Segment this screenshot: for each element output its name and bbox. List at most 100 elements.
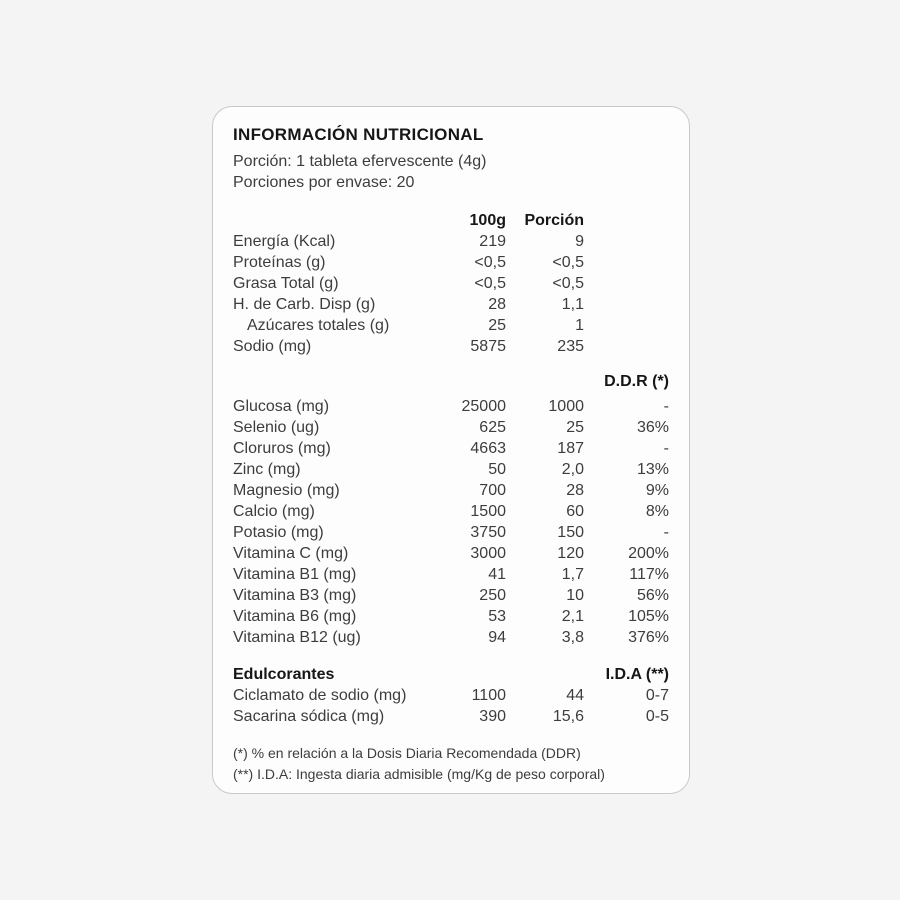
nutrient-row: Azúcares totales (g) 25 1 — [233, 315, 667, 336]
value-portion: 60 — [566, 503, 584, 520]
value-ida: 0-7 — [645, 687, 669, 704]
nutrient-label: Sacarina sódica (mg) — [233, 708, 385, 725]
value-ddr — [584, 315, 669, 336]
value-ddr — [584, 252, 669, 273]
nutrient-label: H. de Carb. Disp (g) — [233, 296, 376, 313]
value-100g: 250 — [479, 587, 506, 604]
column-header-100g: 100g — [469, 212, 506, 229]
nutrient-label: Calcio (mg) — [233, 503, 315, 520]
nutrient-row: Vitamina B3 (mg) 250 10 56% — [233, 585, 669, 606]
nutrient-row: Vitamina B12 (ug) 94 3,8 376% — [233, 627, 669, 648]
value-ddr — [584, 273, 669, 294]
nutrient-label: Vitamina B3 (mg) — [233, 587, 357, 604]
nutrient-row: Zinc (mg) 50 2,0 13% — [233, 459, 669, 480]
nutrient-row: Vitamina B6 (mg) 53 2,1 105% — [233, 606, 669, 627]
nutrient-row: Grasa Total (g) <0,5 <0,5 — [233, 273, 667, 294]
nutrient-label: Energía (Kcal) — [233, 233, 336, 250]
macros-table: Energía (Kcal) 219 9 Proteínas (g) <0,5 <0,5 G… — [233, 231, 667, 357]
value-100g: <0,5 — [474, 254, 506, 271]
nutrition-facts-card: INFORMACIÓN NUTRICIONAL Porción: 1 table… — [212, 106, 690, 794]
nutrient-label: Vitamina B12 (ug) — [233, 629, 361, 646]
page-title: INFORMACIÓN NUTRICIONAL — [233, 125, 484, 144]
value-100g: 3000 — [470, 545, 506, 562]
nutrient-label: Proteínas (g) — [233, 254, 326, 271]
nutrient-row: H. de Carb. Disp (g) 28 1,1 — [233, 294, 667, 315]
value-ddr: - — [663, 524, 669, 541]
nutrient-row: Selenio (ug) 625 25 36% — [233, 417, 669, 438]
column-header-portion: Porción — [524, 212, 584, 229]
value-ddr: 9% — [645, 482, 669, 499]
value-ddr: 56% — [636, 587, 669, 604]
nutrient-label: Vitamina C (mg) — [233, 545, 349, 562]
value-portion: 235 — [557, 338, 584, 355]
value-100g: 1100 — [471, 687, 506, 704]
value-100g: 5875 — [470, 338, 506, 355]
footnotes: (*) % en relación a la Dosis Diaria Reco… — [233, 743, 667, 785]
nutrient-row: Calcio (mg) 1500 60 8% — [233, 501, 669, 522]
value-100g: 53 — [488, 608, 506, 625]
macros-column-headers: 100g Porción — [233, 210, 667, 231]
value-portion: 1,7 — [561, 566, 584, 583]
nutrient-row: Ciclamato de sodio (mg) 1100 44 0-7 — [233, 685, 669, 706]
nutrient-label: Vitamina B1 (mg) — [233, 566, 357, 583]
value-portion: 25 — [566, 419, 584, 436]
value-100g: 41 — [488, 566, 506, 583]
nutrient-label: Azúcares totales (g) — [247, 317, 390, 334]
nutrient-row: Magnesio (mg) 700 28 9% — [233, 480, 669, 501]
value-ddr: 117% — [629, 566, 669, 583]
nutrient-label: Potasio (mg) — [233, 524, 324, 541]
nutrient-row: Glucosa (mg) 25000 1000 - — [233, 396, 669, 417]
value-100g: 700 — [479, 482, 506, 499]
nutrient-row: Vitamina B1 (mg) 41 1,7 117% — [233, 564, 669, 585]
nutrient-label: Glucosa (mg) — [233, 398, 330, 415]
value-portion: 15,6 — [552, 708, 584, 725]
footnote-ddr: (*) % en relación a la Dosis Diaria Reco… — [233, 745, 581, 761]
value-ddr — [584, 231, 669, 252]
nutrient-label: Magnesio (mg) — [233, 482, 340, 499]
micros-table: Glucosa (mg) 25000 1000 - Selenio (ug) 625 25 3… — [233, 396, 669, 648]
value-portion: 1,1 — [561, 296, 584, 313]
nutrient-row: Proteínas (g) <0,5 <0,5 — [233, 252, 667, 273]
value-portion: 28 — [566, 482, 584, 499]
value-ddr: 8% — [645, 503, 669, 520]
footnote-ida: (**) I.D.A: Ingesta diaria admisible (mg… — [233, 766, 605, 782]
nutrient-label: Selenio (ug) — [233, 419, 320, 436]
sweeteners-heading: Edulcorantes — [233, 666, 335, 683]
sweeteners-table: Ciclamato de sodio (mg) 1100 44 0-7 Sacarina… — [233, 685, 669, 727]
value-portion: 3,8 — [561, 629, 584, 646]
value-ddr: 36% — [636, 419, 669, 436]
value-portion: 150 — [557, 524, 584, 541]
value-portion: 44 — [566, 687, 584, 704]
ddr-column-header-row: D.D.R (*) — [233, 371, 669, 392]
nutrient-row: Vitamina C (mg) 3000 120 200% — [233, 543, 669, 564]
nutrient-row: Cloruros (mg) 4663 187 - — [233, 438, 669, 459]
value-portion: 9 — [575, 233, 584, 250]
value-100g: <0,5 — [474, 275, 506, 292]
nutrient-label: Cloruros (mg) — [233, 440, 331, 457]
value-100g: 1500 — [470, 503, 506, 520]
value-ida: 0-5 — [645, 708, 669, 725]
value-ddr: 200% — [628, 545, 669, 562]
value-ddr — [584, 336, 669, 357]
value-portion: 187 — [557, 440, 584, 457]
nutrient-label: Vitamina B6 (mg) — [233, 608, 357, 625]
value-portion: <0,5 — [552, 254, 584, 271]
column-header-ddr: D.D.R (*) — [604, 373, 669, 390]
value-100g: 3750 — [470, 524, 506, 541]
nutrient-label: Ciclamato de sodio (mg) — [233, 687, 407, 704]
sweeteners-header-row: Edulcorantes I.D.A (**) — [233, 664, 669, 685]
serving-count-line: Porciones por envase: 20 — [233, 174, 415, 191]
value-ddr: - — [663, 398, 669, 415]
value-100g: 4663 — [470, 440, 506, 457]
value-ddr: 13% — [636, 461, 669, 478]
serving-portion-line: Porción: 1 tableta efervescente (4g) — [233, 153, 487, 170]
value-100g: 28 — [488, 296, 506, 313]
nutrient-label: Sodio (mg) — [233, 338, 312, 355]
value-100g: 625 — [479, 419, 506, 436]
nutrient-label: Grasa Total (g) — [233, 275, 339, 292]
nutrient-label: Zinc (mg) — [233, 461, 301, 478]
value-portion: 2,0 — [561, 461, 584, 478]
value-100g: 390 — [479, 708, 506, 725]
value-100g: 25 — [488, 317, 506, 334]
value-portion: 2,1 — [561, 608, 584, 625]
